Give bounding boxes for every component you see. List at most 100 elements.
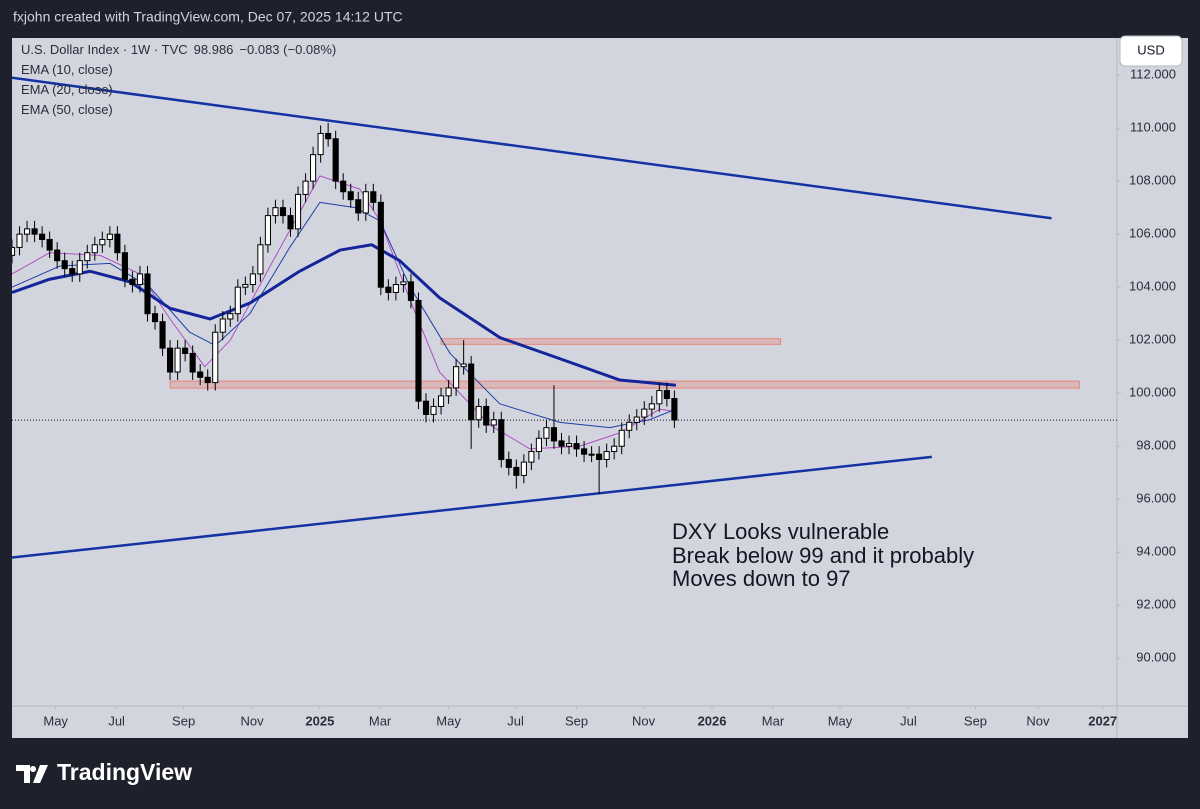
candle-body (174, 347, 181, 373)
trendline (12, 76, 1052, 220)
candle-body (219, 318, 226, 333)
y-tick-label: 98.000 (1136, 438, 1176, 453)
x-tick-label: Nov (632, 713, 656, 728)
candle-body (54, 249, 61, 262)
zone (169, 380, 1080, 389)
currency-button[interactable] (1119, 35, 1183, 67)
candle-body (460, 363, 467, 368)
x-tick-label: Jul (108, 713, 125, 728)
x-tick-label: May (43, 713, 68, 728)
zone (440, 338, 782, 345)
candle-body (437, 395, 445, 407)
candle-body (422, 400, 430, 415)
candle-body (671, 398, 678, 421)
candle-body (385, 286, 392, 293)
candle-body (641, 408, 648, 418)
currency[interactable]: USD (1137, 42, 1164, 57)
ema-line (12, 243, 677, 387)
candle-body (325, 132, 332, 140)
candle-body (302, 180, 309, 195)
candle-body (355, 199, 362, 214)
candle-body (46, 238, 53, 251)
candle-body (430, 405, 437, 415)
annotation-line: Moves down to 97 (672, 566, 851, 591)
candle-body (498, 419, 505, 460)
candle-body (362, 191, 369, 214)
x-tick-label: Sep (964, 713, 987, 728)
y-tick-label: 102.000 (1129, 332, 1176, 347)
candle-body (287, 215, 294, 230)
legend: U.S. Dollar Index · 1W · TVC 98.986 −0.083… (21, 40, 342, 120)
y-tick-label: 94.000 (1136, 544, 1176, 559)
x-tick-label: Nov (241, 713, 265, 728)
candle-body (535, 437, 542, 453)
candle-body (279, 207, 287, 217)
y-tick-label: 108.000 (1129, 173, 1176, 188)
candle-body (294, 193, 302, 230)
y-tick-label: 106.000 (1129, 226, 1176, 241)
x-tick-label: Mar (762, 713, 785, 728)
candle-body (445, 387, 452, 397)
candle-body (39, 233, 46, 240)
candle-body (317, 132, 324, 156)
candle-body (69, 268, 76, 275)
x-tick-label: 2026 (698, 713, 727, 728)
candle-body (543, 427, 550, 439)
candle-body (490, 419, 497, 426)
candle-body (392, 284, 399, 293)
candle-body (626, 421, 633, 431)
brand: TradingView (57, 759, 192, 785)
candle-body (588, 453, 595, 456)
y-tick-label: 112.000 (1130, 67, 1176, 82)
x-tick-label: Sep (172, 713, 195, 728)
candle-body (91, 244, 98, 254)
y-tick-label: 100.000 (1129, 385, 1176, 400)
logo-mark (16, 765, 48, 783)
candle-body (310, 154, 317, 182)
candle-body (31, 228, 38, 235)
candle-body (159, 321, 166, 349)
candle-body (182, 347, 189, 354)
candle-body (84, 252, 91, 262)
last-price: 98.986 (193, 42, 234, 57)
candle-body (611, 445, 618, 453)
candle-body (136, 273, 144, 286)
candle-body (347, 191, 354, 201)
candle-body (656, 390, 663, 405)
candle-body (407, 281, 415, 301)
plot (12, 76, 1117, 559)
candle-body (76, 260, 83, 275)
candle-body (189, 352, 196, 373)
x-tick-label: Mar (369, 713, 392, 728)
candle-body (106, 233, 113, 240)
candle-body (12, 246, 16, 256)
candle-body (99, 238, 106, 246)
candle-body (234, 286, 241, 315)
x-tick-label: May (828, 713, 853, 728)
candle-body (129, 278, 136, 286)
ema-line (12, 201, 677, 429)
candle-body (23, 228, 31, 235)
candle-body (603, 451, 610, 460)
y-tick-label: 104.000 (1129, 279, 1176, 294)
candle-body (197, 371, 204, 378)
x-tick-label: Jul (507, 713, 524, 728)
y-tick-label: 90.000 (1136, 650, 1176, 665)
logo: TradingView (16, 759, 192, 785)
candle-body (596, 453, 603, 460)
x-tick-label: Jul (900, 713, 917, 728)
candle-body (212, 331, 219, 384)
candle-body (144, 273, 151, 315)
candle-body (513, 466, 520, 476)
candle-body (249, 273, 256, 286)
candle-body (558, 440, 565, 447)
candle-body (151, 313, 159, 323)
candle-body (618, 429, 625, 447)
candle-body (581, 448, 588, 455)
candle-body (167, 347, 174, 373)
candle-body (340, 180, 347, 193)
symbol-row: U.S. Dollar Index · 1W · TVC 98.986 −0.083… (21, 40, 342, 60)
candle-body (505, 458, 512, 468)
y-tick-label: 92.000 (1136, 597, 1176, 612)
